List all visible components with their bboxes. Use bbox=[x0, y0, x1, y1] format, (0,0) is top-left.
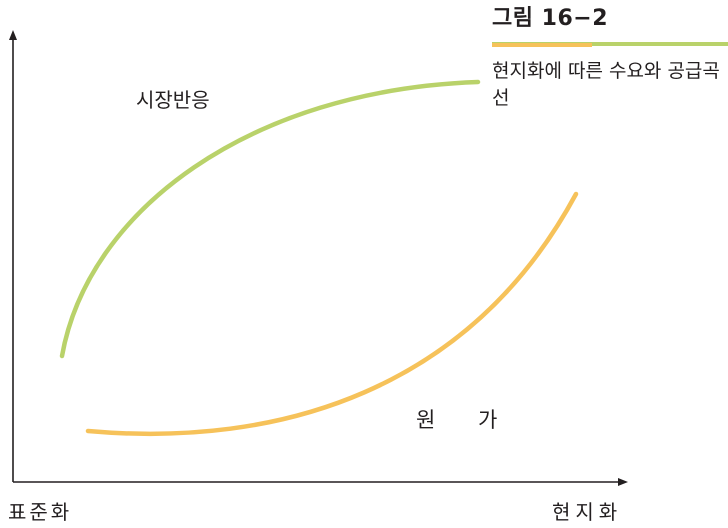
x-axis-left-label: 표준화 bbox=[8, 500, 73, 524]
cost-label: 원 가 bbox=[416, 408, 498, 432]
figure-number: 그림 16−2 bbox=[492, 6, 608, 31]
figure-caption: 현지화에 따른 수요와 공급곡선 bbox=[492, 60, 720, 109]
x-axis-arrowhead bbox=[618, 478, 628, 486]
y-axis-arrowhead bbox=[9, 30, 17, 40]
market-response-label: 시장반응 bbox=[136, 88, 210, 112]
x-axis-right-label: 현지화 bbox=[552, 500, 623, 524]
cost-curve bbox=[85, 191, 579, 437]
market-response-curve bbox=[59, 79, 481, 359]
